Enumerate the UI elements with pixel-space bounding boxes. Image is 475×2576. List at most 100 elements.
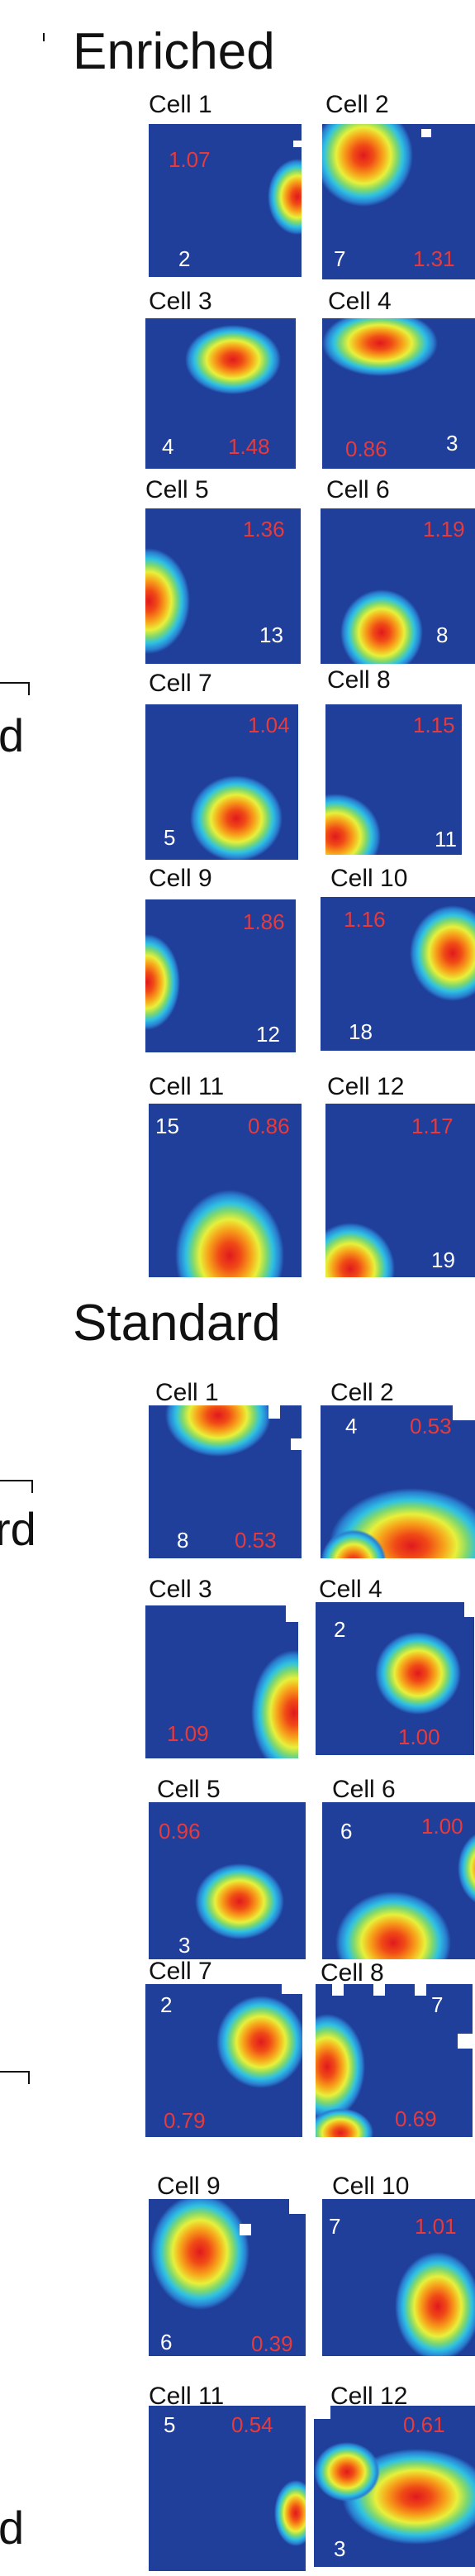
firing-field-hotspot [458, 1830, 475, 1906]
enriched-cell-8-label: Cell 8 [327, 666, 391, 694]
unvisited-pixel [332, 1984, 344, 1996]
spatial-score: 1.16 [344, 907, 386, 932]
firing-field-hotspot [150, 2199, 249, 2310]
firing-field-hotspot [185, 325, 281, 394]
standard-cell-8-label: Cell 8 [321, 1959, 384, 1987]
spike-count: 3 [334, 2536, 346, 2561]
firing-field-hotspot [190, 775, 283, 860]
firing-field-hotspot [145, 548, 190, 654]
standard-cell-6-rate-map: 6 1.00 [322, 1802, 475, 1959]
unvisited-pixel [458, 2034, 473, 2049]
spatial-score: 0.61 [403, 2412, 445, 2437]
standard-cell-7-rate-map: 2 0.79 [145, 1984, 302, 2137]
enriched-cell-6-label: Cell 6 [326, 476, 390, 503]
enriched-cell-10-label: Cell 10 [330, 865, 408, 892]
firing-field-hotspot [251, 1650, 298, 1758]
enriched-cell-6-rate-map: 8 1.19 [321, 508, 475, 664]
unvisited-pixel [453, 1405, 475, 1420]
left-fragment-3: d [0, 2502, 25, 2554]
firing-field-hotspot [395, 2252, 475, 2356]
spike-count: 8 [436, 623, 449, 647]
section-title-enriched: Enriched [73, 23, 275, 80]
spatial-score: 0.53 [235, 1528, 277, 1553]
standard-cell-6-label: Cell 6 [332, 1776, 396, 1803]
enriched-cell-11-label: Cell 11 [149, 1073, 225, 1100]
spatial-score: 0.54 [231, 2412, 273, 2437]
standard-cell-11-rate-map: 5 0.54 [149, 2406, 306, 2571]
enriched-cell-3-label: Cell 3 [149, 288, 212, 315]
spatial-score: 0.39 [251, 2331, 293, 2356]
enriched-cell-9-rate-map: 12 1.86 [145, 899, 296, 1052]
standard-cell-1-rate-map: 8 0.53 [149, 1405, 302, 1558]
enriched-cell-3-rate-map: 4 1.48 [145, 318, 296, 469]
enriched-cell-5-label: Cell 5 [145, 476, 209, 503]
spatial-score: 1.09 [167, 1721, 209, 1746]
spike-count: 18 [349, 1019, 373, 1044]
spatial-score: 0.96 [159, 1819, 201, 1844]
enriched-cell-2-rate-map: 7 1.31 [322, 124, 475, 279]
firing-field-hotspot [340, 589, 423, 664]
standard-cell-11-label: Cell 11 [149, 2383, 225, 2410]
standard-cell-9-label: Cell 9 [157, 2173, 221, 2200]
standard-cell-4-rate-map: 2 1.00 [316, 1602, 474, 1755]
standard-cell-9-rate-map: 6 0.39 [149, 2199, 306, 2356]
left-fragment-2: rd [0, 1503, 36, 1555]
enriched-cell-8-rate-map: 11 1.15 [325, 704, 462, 855]
enriched-cell-4-rate-map: 3 0.86 [322, 318, 475, 469]
firing-field-hotspot [145, 934, 180, 1030]
spike-count: 11 [435, 827, 457, 852]
firing-field-hotspot [325, 794, 381, 855]
firing-field-hotspot [410, 905, 475, 1001]
spike-count: 3 [446, 431, 458, 456]
left-fragment-1: d [0, 709, 25, 761]
standard-cell-3-label: Cell 3 [149, 1576, 212, 1603]
firing-field-hotspot [325, 1223, 395, 1277]
standard-cell-1-label: Cell 1 [155, 1379, 219, 1406]
firing-field-hotspot [316, 2108, 373, 2137]
spike-count: 6 [340, 1819, 353, 1844]
left-bracket-1 [0, 682, 30, 695]
spatial-score: 0.79 [164, 2108, 206, 2133]
standard-cell-12-label: Cell 12 [330, 2383, 408, 2410]
spatial-score: 1.48 [228, 434, 270, 459]
spatial-score: 1.19 [423, 517, 465, 541]
spike-count: 4 [345, 1414, 358, 1438]
enriched-cell-1-label: Cell 1 [149, 91, 212, 118]
spatial-score: 0.53 [410, 1414, 452, 1438]
enriched-cell-5-rate-map: 13 1.36 [145, 508, 301, 664]
enriched-cell-12-rate-map: 19 1.17 [325, 1104, 475, 1277]
spatial-score: 1.15 [413, 713, 455, 737]
spike-count: 7 [431, 1992, 444, 2017]
spatial-score: 1.36 [243, 517, 285, 541]
unvisited-pixel [289, 2199, 306, 2214]
spike-count: 2 [178, 246, 191, 271]
spatial-score: 0.69 [395, 2106, 437, 2131]
firing-field-hotspot [316, 2014, 365, 2120]
spike-count: 4 [162, 434, 174, 459]
unvisited-pixel [415, 1984, 426, 1996]
spike-count: 2 [334, 1617, 346, 1642]
standard-cell-12-rate-map: 3 0.61 [314, 2406, 475, 2567]
spike-count: 8 [177, 1528, 189, 1553]
enriched-cell-1-rate-map: 2 1.07 [149, 124, 302, 277]
spike-count: 2 [160, 1992, 173, 2017]
spatial-score: 1.31 [413, 246, 455, 271]
unvisited-pixel [293, 141, 302, 147]
standard-cell-2-rate-map: 4 0.53 [321, 1405, 475, 1558]
unvisited-pixel [240, 2224, 251, 2235]
left-bracket-2 [0, 1480, 33, 1493]
spatial-score: 1.04 [248, 713, 290, 737]
enriched-cell-7-rate-map: 5 1.04 [145, 704, 298, 860]
spatial-score: 1.00 [421, 1814, 463, 1839]
spike-count: 6 [160, 2330, 173, 2354]
standard-cell-3-rate-map: 1.09 [145, 1605, 298, 1758]
spike-count: 12 [256, 1022, 280, 1047]
enriched-cell-4-label: Cell 4 [328, 288, 392, 315]
spike-count: 19 [431, 1247, 455, 1272]
spatial-score: 1.86 [243, 909, 285, 934]
unvisited-pixel [464, 1602, 474, 1617]
standard-cell-5-label: Cell 5 [157, 1776, 221, 1803]
standard-cell-8-rate-map: 7 0.69 [316, 1984, 473, 2137]
unvisited-pixel [421, 129, 431, 137]
spatial-score: 1.00 [398, 1724, 440, 1749]
